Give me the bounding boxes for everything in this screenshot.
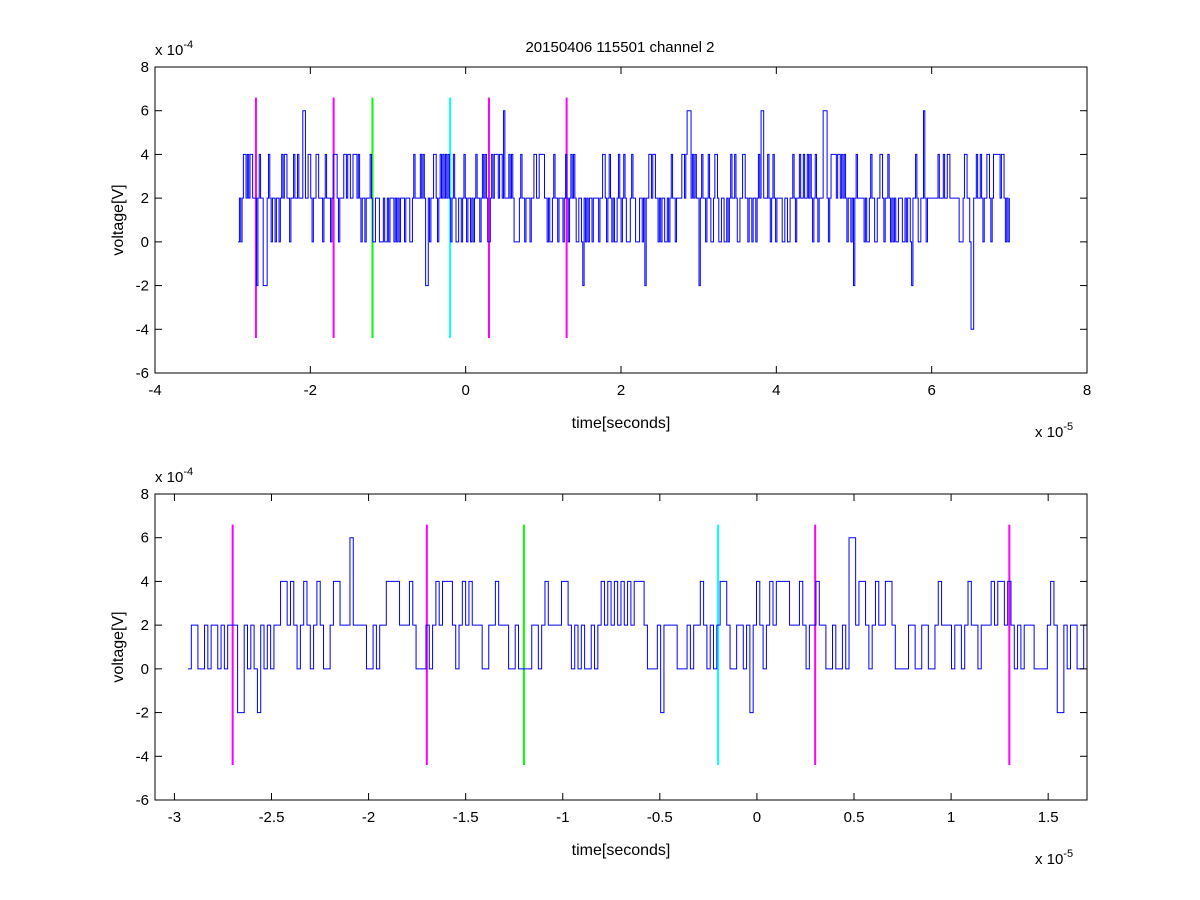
y-ticks-bottom: -6 -4 -2 0 2 4 6 8 bbox=[136, 486, 1087, 809]
y-tick-label: -4 bbox=[136, 748, 149, 765]
x-tick-label: -3 bbox=[168, 809, 181, 826]
y-exponent-label-top: x 10-4 bbox=[155, 39, 193, 59]
x-tick-label: 1 bbox=[947, 809, 955, 826]
x-exponent-power-bottom: -5 bbox=[1063, 848, 1073, 860]
x-tick-label: 6 bbox=[927, 382, 935, 399]
x-tick-label: 0.5 bbox=[844, 809, 865, 826]
y-ticks-top: -6 -4 -2 0 2 4 6 8 bbox=[136, 59, 1087, 382]
x-tick-label: -4 bbox=[148, 382, 161, 399]
x-axis-label-top: time[seconds] bbox=[572, 415, 671, 432]
x-tick-label: -2 bbox=[362, 809, 375, 826]
y-axis-label-top: voltage[V] bbox=[110, 184, 127, 255]
x-tick-label: 0 bbox=[461, 382, 469, 399]
signal-line-bottom bbox=[188, 537, 1087, 714]
y-tick-label: -2 bbox=[136, 278, 149, 295]
y-tick-label: 0 bbox=[141, 234, 149, 251]
y-tick-label: 4 bbox=[141, 146, 149, 163]
y-tick-label: -6 bbox=[136, 792, 149, 809]
x-tick-label: 2 bbox=[617, 382, 625, 399]
x-exponent-base-bottom: x 10 bbox=[1035, 851, 1063, 868]
y-tick-label: 6 bbox=[141, 530, 149, 547]
y-tick-label: 8 bbox=[141, 59, 149, 76]
y-axis-label-bottom: voltage[V] bbox=[110, 611, 127, 682]
y-tick-label: -4 bbox=[136, 321, 149, 338]
x-tick-label: -2.5 bbox=[259, 809, 285, 826]
x-exponent-base-top: x 10 bbox=[1035, 424, 1063, 441]
x-tick-label: -1 bbox=[556, 809, 569, 826]
x-exponent-label-top: x 10-5 bbox=[1035, 421, 1073, 441]
subplot-bottom: -3 -2.5 -2 -1.5 -1 -0.5 0 0.5 1 1.5 -6 -4 -2 0 2 4 6 8 t… bbox=[110, 466, 1088, 868]
y-exponent-base-top: x 10 bbox=[155, 42, 183, 59]
chart-title: 20150406 115501 channel 2 bbox=[525, 39, 714, 56]
axes-frame-bottom bbox=[154, 493, 1088, 801]
y-tick-label: -6 bbox=[136, 365, 149, 382]
x-ticks-bottom: -3 -2.5 -2 -1.5 -1 -0.5 0 0.5 1 1.5 bbox=[168, 494, 1059, 826]
event-markers-bottom bbox=[231, 524, 1011, 766]
y-exponent-base-bottom: x 10 bbox=[155, 469, 183, 486]
y-tick-label: 2 bbox=[141, 190, 149, 207]
signal-line-top bbox=[238, 110, 1010, 330]
x-ticks-top: -4 -2 0 2 4 6 8 bbox=[148, 67, 1091, 399]
y-tick-label: 4 bbox=[141, 573, 149, 590]
x-tick-label: 0 bbox=[753, 809, 761, 826]
x-exponent-power-top: -5 bbox=[1063, 421, 1073, 433]
x-tick-label: 8 bbox=[1083, 382, 1091, 399]
y-exponent-power-bottom: -4 bbox=[183, 466, 193, 478]
y-tick-label: -2 bbox=[136, 705, 149, 722]
y-exponent-label-bottom: x 10-4 bbox=[155, 466, 193, 486]
x-tick-label: 1.5 bbox=[1038, 809, 1059, 826]
y-tick-label: 8 bbox=[141, 486, 149, 503]
y-tick-label: 2 bbox=[141, 617, 149, 634]
x-axis-label-bottom: time[seconds] bbox=[572, 842, 671, 859]
x-tick-label: -1.5 bbox=[453, 809, 479, 826]
y-exponent-power-top: -4 bbox=[183, 39, 193, 51]
y-tick-label: 0 bbox=[141, 661, 149, 678]
x-tick-label: -0.5 bbox=[647, 809, 673, 826]
x-exponent-label-bottom: x 10-5 bbox=[1035, 848, 1073, 868]
y-tick-label: 6 bbox=[141, 103, 149, 120]
x-tick-label: -2 bbox=[304, 382, 317, 399]
x-tick-label: 4 bbox=[772, 382, 780, 399]
